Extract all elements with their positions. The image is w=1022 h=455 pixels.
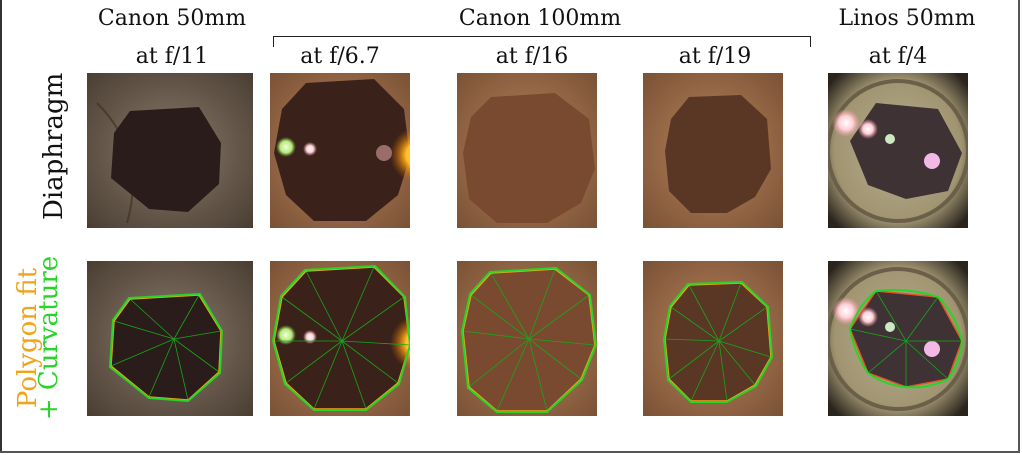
lens-label-canon50: Canon 50mm: [97, 6, 247, 31]
diaphragm-canon100-f16: [457, 73, 597, 228]
lens-label-linos50: Linos 50mm: [838, 6, 976, 31]
lens-label-canon100: Canon 100mm: [458, 6, 622, 31]
fit-canon50-f11: [87, 261, 253, 416]
fit-canon100-f6-7: [270, 261, 410, 416]
aperture-label-f19: at f/19: [678, 44, 752, 69]
diaphragm-linos50-f4: [828, 73, 968, 228]
diaphragm-canon100-f6-7: [270, 73, 410, 228]
figure-frame-left: [0, 0, 2, 451]
diaphragm-canon100-f19: [643, 73, 783, 228]
fit-linos50-f4: [828, 261, 968, 416]
fit-canon100-f19: [643, 261, 783, 416]
aperture-label-f16: at f/16: [495, 44, 569, 69]
canon100-bracket: [273, 36, 811, 47]
fit-canon100-f16: [457, 261, 597, 416]
row-label-curvature: + Curvature: [34, 255, 64, 421]
aperture-label-f6-7: at f/6.7: [300, 44, 380, 69]
aperture-label-f11: at f/11: [135, 44, 209, 69]
aperture-label-f4: at f/4: [868, 44, 928, 69]
diaphragm-canon50-f11: [87, 73, 253, 228]
row-label-diaphragm: Diaphragm: [39, 72, 69, 220]
